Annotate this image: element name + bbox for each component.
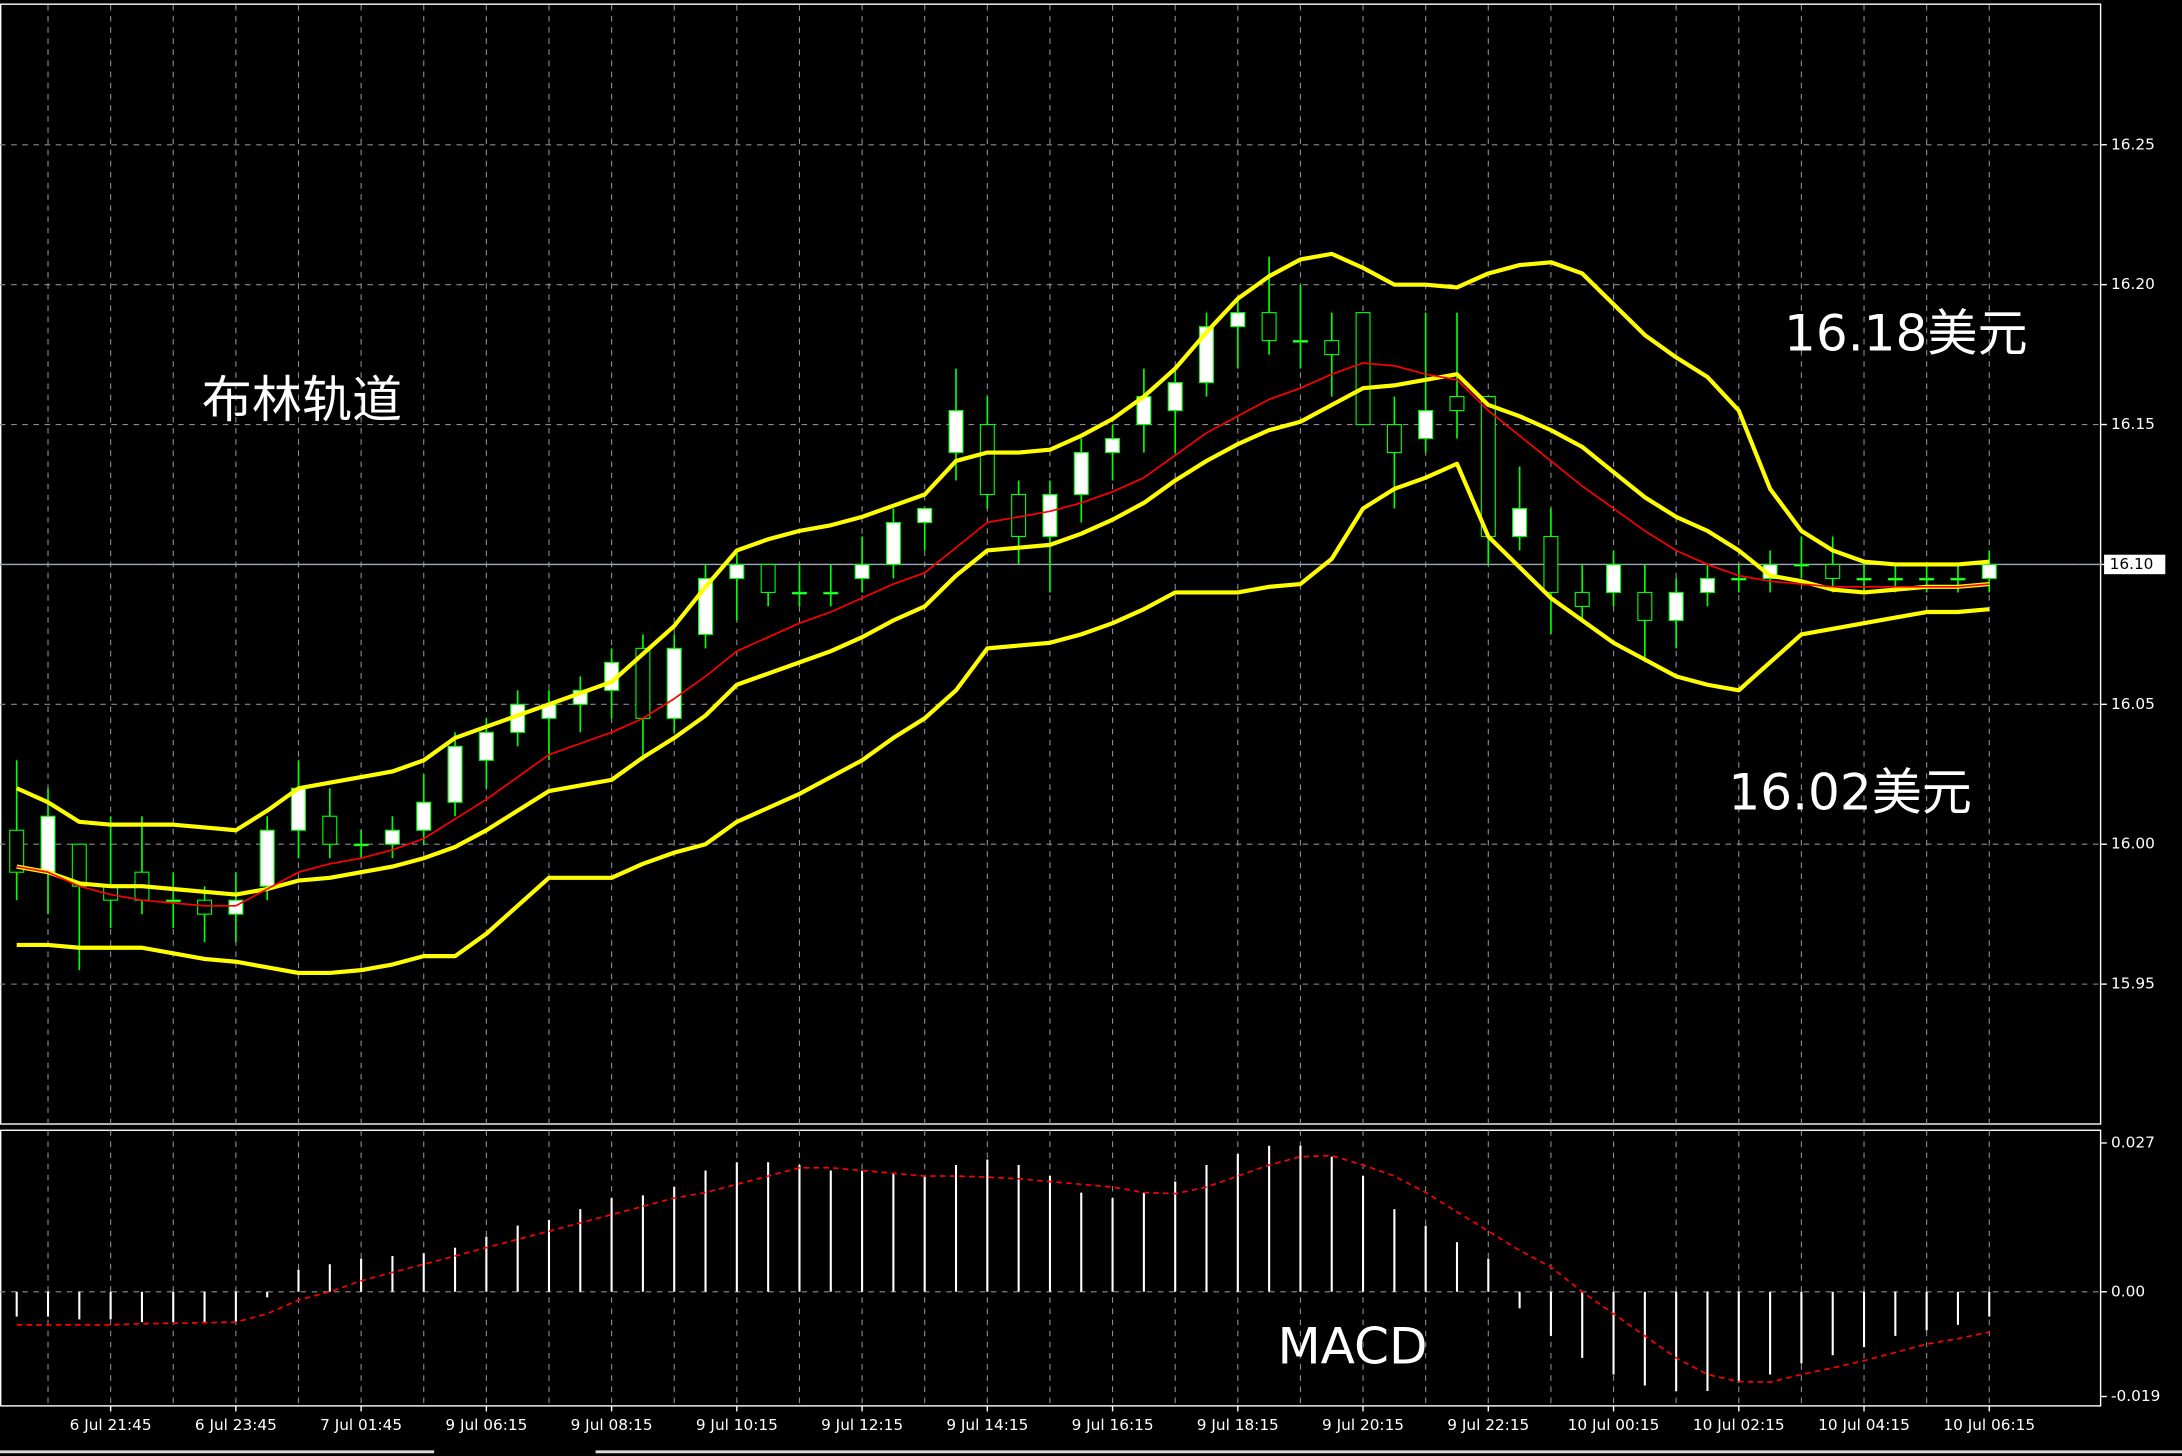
candle-body xyxy=(1919,577,1935,581)
candle-body xyxy=(1887,577,1903,581)
annotation: 布林轨道 xyxy=(202,370,402,429)
x-tick-label: 6 Jul 21:45 xyxy=(70,1416,152,1434)
x-tick-label: 9 Jul 08:15 xyxy=(571,1416,653,1434)
moving-average xyxy=(16,362,1990,907)
candle-body xyxy=(791,591,807,595)
candle-body xyxy=(1386,423,1402,454)
x-tick-label: 10 Jul 02:15 xyxy=(1693,1416,1785,1434)
x-tick-label: 9 Jul 18:15 xyxy=(1197,1416,1279,1434)
candle-body xyxy=(416,801,432,831)
candle-body xyxy=(1324,340,1340,356)
candle-body xyxy=(1668,591,1684,621)
candle-body xyxy=(447,745,463,803)
candle-body xyxy=(1073,451,1089,496)
candle-body xyxy=(9,829,25,873)
candle-body xyxy=(760,563,776,593)
x-tick-label: 10 Jul 06:15 xyxy=(1943,1416,2035,1434)
candle-body xyxy=(1480,396,1496,538)
candle-body xyxy=(197,899,213,915)
candle-body xyxy=(40,815,56,873)
candle-body xyxy=(729,563,745,579)
bollinger-band xyxy=(16,461,1990,976)
annotation: 16.18美元 xyxy=(1784,303,2028,362)
candle-body xyxy=(1167,382,1183,412)
x-tick-label: 9 Jul 20:15 xyxy=(1322,1416,1404,1434)
last-price-box xyxy=(2104,554,2166,575)
candle-body xyxy=(1449,396,1465,412)
candle-body xyxy=(823,591,839,595)
candle-body xyxy=(1512,507,1528,538)
x-tick-label: 9 Jul 16:15 xyxy=(1072,1416,1154,1434)
last-price-label: 16.10 xyxy=(2110,555,2154,573)
annotation: MACD xyxy=(1277,1317,1427,1376)
y-tick-label: 16.25 xyxy=(2111,135,2155,153)
candle-body xyxy=(854,563,870,579)
y-tick-label: 15.95 xyxy=(2111,975,2155,993)
candle-body xyxy=(979,423,995,496)
x-tick-label: 9 Jul 12:15 xyxy=(821,1416,903,1434)
x-tick-label: 9 Jul 22:15 xyxy=(1447,1416,1529,1434)
x-tick-label: 9 Jul 14:15 xyxy=(946,1416,1028,1434)
candle-body xyxy=(1418,410,1434,440)
macd-frame xyxy=(0,1129,2102,1407)
candle-body xyxy=(259,829,275,887)
signal-line xyxy=(16,1154,1990,1384)
y-tick-label: 16.15 xyxy=(2111,415,2155,433)
candle-body xyxy=(1793,563,1809,567)
x-tick-label: 9 Jul 06:15 xyxy=(445,1416,527,1434)
candle-body xyxy=(1699,577,1715,593)
bollinger-band xyxy=(15,251,1990,833)
x-tick-label: 10 Jul 00:15 xyxy=(1568,1416,1660,1434)
x-tick-label: 6 Jul 23:45 xyxy=(195,1416,277,1434)
candle-body xyxy=(1637,591,1653,621)
candle-body xyxy=(165,899,181,903)
y-tick-label: 0.027 xyxy=(2111,1133,2155,1151)
candle-body xyxy=(322,815,338,845)
candle-body xyxy=(917,507,933,524)
candle-body xyxy=(1981,563,1997,579)
annotation: 16.02美元 xyxy=(1728,763,1972,822)
candle-body xyxy=(1292,340,1308,343)
candle-body xyxy=(1230,312,1246,328)
candle-body xyxy=(1574,591,1590,607)
candle-body xyxy=(885,521,901,566)
y-tick-label: 16.00 xyxy=(2111,835,2155,853)
bollinger-band xyxy=(16,372,1990,897)
candle-body xyxy=(948,410,964,454)
candle-body xyxy=(1731,577,1747,581)
candle-body xyxy=(1198,326,1215,384)
candle-body xyxy=(1856,577,1872,581)
candle-body xyxy=(1355,312,1371,426)
y-tick-label: 16.05 xyxy=(2111,695,2155,713)
candle-body xyxy=(478,731,494,761)
candle-body xyxy=(1950,577,1966,581)
y-tick-label: -0.019 xyxy=(2111,1387,2160,1405)
candle-body xyxy=(384,829,400,845)
candle-body xyxy=(353,843,369,847)
candle-body xyxy=(1105,437,1121,454)
y-tick-label: 16.20 xyxy=(2111,275,2155,293)
candle-body xyxy=(1606,563,1622,593)
candle-body xyxy=(290,787,307,831)
y-tick-label: 0.00 xyxy=(2111,1282,2145,1300)
candle-body xyxy=(666,647,682,719)
candle-body xyxy=(1825,563,1841,579)
x-tick-label: 9 Jul 10:15 xyxy=(696,1416,778,1434)
candle-body xyxy=(1543,535,1559,593)
candle-body xyxy=(1261,312,1277,342)
x-tick-label: 10 Jul 04:15 xyxy=(1818,1416,1910,1434)
x-tick-label: 7 Jul 01:45 xyxy=(320,1416,402,1434)
candle-body xyxy=(1042,493,1058,538)
